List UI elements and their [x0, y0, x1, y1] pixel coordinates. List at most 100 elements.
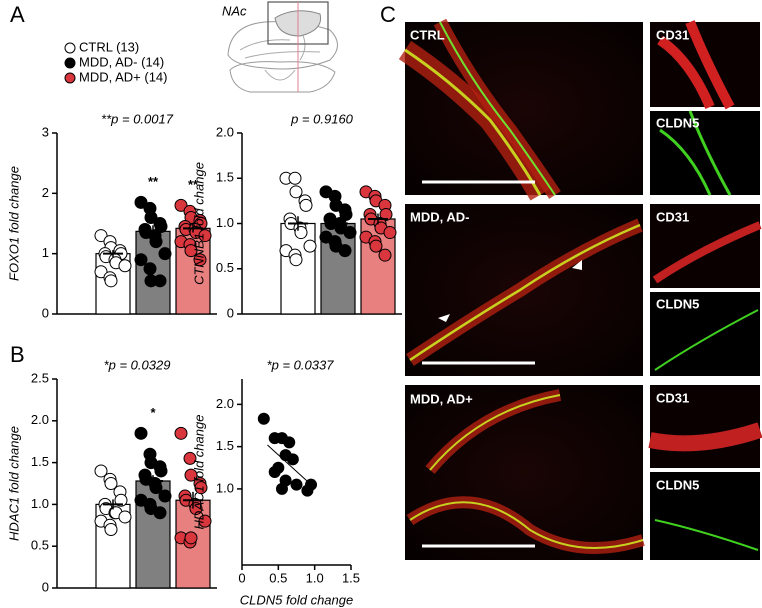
data-point [301, 484, 314, 497]
data-point [268, 466, 281, 478]
y-tick-label: 0.5 [216, 260, 234, 275]
data-point [158, 247, 172, 261]
y-axis-label: HDAC1 fold change [191, 415, 206, 530]
data-point [378, 248, 392, 262]
data-point [149, 235, 163, 249]
image-label: MDD, AD+ [410, 391, 473, 406]
data-point [144, 210, 158, 224]
y-tick-label: 2.0 [216, 396, 234, 411]
y-axis-label: CTNNB1 fold change [191, 162, 206, 285]
x-axis-label: CLDN5 fold change [240, 592, 353, 607]
data-point [275, 482, 288, 495]
data-point [104, 477, 118, 490]
diagram-label: NAc [222, 3, 247, 18]
x-tick-label: 1.0 [306, 570, 324, 585]
data-point [153, 506, 167, 520]
data-point [194, 481, 208, 495]
data-point [343, 226, 357, 240]
brain-diagram: NAc [222, 1, 338, 93]
y-tick-label: 1.0 [216, 215, 234, 230]
data-point [184, 468, 198, 482]
significance: ** [148, 174, 159, 189]
y-tick-label: 2.5 [31, 370, 49, 385]
channel-label: CD31 [656, 209, 689, 224]
micrograph [650, 111, 760, 195]
y-tick-label: 0.5 [31, 538, 49, 553]
y-tick-label: 1 [42, 245, 49, 260]
data-point [369, 239, 383, 253]
data-point [303, 239, 317, 253]
x-tick-label: 1.5 [342, 570, 360, 585]
data-point [118, 259, 132, 273]
legend-marker [64, 42, 76, 54]
channel-label: CLDN5 [656, 115, 699, 130]
legend-label: MDD, AD- (14) [79, 54, 164, 69]
data-point [134, 253, 148, 267]
data-point [143, 262, 157, 276]
x-tick-label: 0 [238, 570, 245, 585]
data-point [134, 426, 148, 440]
y-tick-label: 0 [227, 305, 234, 320]
micrograph [650, 385, 760, 468]
significance: ** [188, 177, 199, 192]
chart-title: *p = 0.0329 [104, 357, 171, 372]
y-axis-label: FOXO1 fold change [6, 166, 21, 281]
channel-label: CD31 [656, 390, 689, 405]
y-tick-label: 2 [42, 185, 49, 200]
data-point [118, 510, 132, 524]
channel-label: CLDN5 [656, 296, 699, 311]
legend-label: CTRL (13) [79, 39, 139, 54]
data-point [383, 226, 397, 240]
data-point [193, 253, 207, 267]
x-tick-label: 0.5 [269, 570, 287, 585]
legend-marker [64, 57, 76, 69]
charts: 0 1 2 3 **p = 0.0017 FOXO1 fold change ** ** 0 0.… [6, 111, 402, 607]
y-tick-label: 1.5 [216, 438, 234, 453]
data-point [283, 436, 296, 449]
y-tick-label: 2.0 [31, 412, 49, 427]
data-point [94, 265, 108, 279]
data-point [290, 478, 303, 491]
data-point [134, 195, 148, 209]
y-tick-label: 1.5 [31, 454, 49, 469]
chart-title: **p = 0.0017 [101, 111, 174, 126]
data-point [94, 464, 108, 478]
data-point [198, 229, 212, 243]
data-point [288, 171, 302, 185]
panel-label: B [10, 342, 25, 367]
data-point [198, 514, 212, 528]
significance: * [150, 405, 156, 420]
data-point [174, 198, 188, 212]
data-point [289, 185, 303, 199]
data-point [379, 207, 393, 221]
data-point [104, 522, 118, 536]
y-tick-label: 0 [42, 579, 49, 594]
data-point [114, 493, 128, 507]
image-label: CTRL [410, 27, 445, 42]
data-point [299, 198, 313, 212]
panel-label: C [380, 2, 396, 27]
data-point [94, 229, 108, 243]
channel-label: CD31 [656, 27, 689, 42]
data-point [184, 531, 198, 545]
data-point [294, 226, 308, 240]
micrograph [405, 385, 643, 560]
legend-marker [64, 72, 76, 84]
data-point [154, 220, 168, 234]
y-tick-label: 3 [42, 124, 49, 139]
y-tick-label: 2.0 [216, 124, 234, 139]
data-point [338, 244, 352, 258]
y-tick-label: 1.5 [216, 170, 234, 185]
legend-label: MDD, AD+ (14) [79, 69, 168, 84]
data-point [339, 207, 353, 221]
data-point [257, 412, 270, 425]
data-point [286, 453, 299, 466]
y-tick-label: 1.0 [216, 480, 234, 495]
data-point [154, 464, 168, 478]
y-tick-label: 0 [42, 305, 49, 320]
trendline [267, 444, 312, 486]
data-point [153, 274, 167, 288]
data-point [158, 489, 172, 503]
data-point [184, 244, 198, 258]
